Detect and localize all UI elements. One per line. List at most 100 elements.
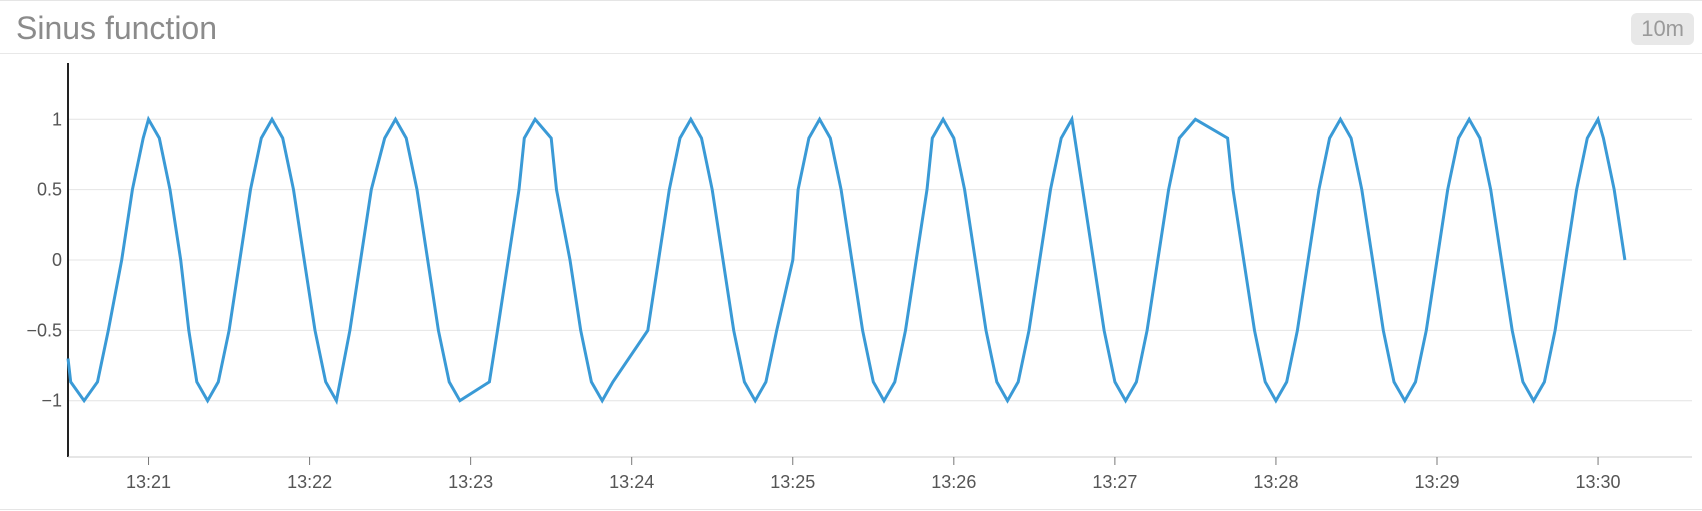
data-point bbox=[334, 398, 339, 403]
x-tick-label: 13:21 bbox=[126, 472, 171, 492]
data-point bbox=[522, 136, 527, 141]
data-point bbox=[425, 258, 430, 263]
data-point bbox=[1612, 187, 1617, 192]
data-point bbox=[517, 187, 522, 192]
data-point bbox=[205, 398, 210, 403]
data-point bbox=[119, 258, 124, 263]
y-tick-label: 1 bbox=[52, 109, 62, 129]
data-point bbox=[1477, 136, 1482, 141]
data-point bbox=[667, 187, 672, 192]
y-axis-ticks: 1 0.5 0 −0.5 −1 bbox=[26, 109, 62, 410]
series-line bbox=[66, 114, 1627, 405]
data-point bbox=[259, 136, 264, 141]
data-point bbox=[1402, 398, 1407, 403]
data-point bbox=[404, 136, 409, 141]
data-point bbox=[146, 117, 151, 122]
x-tick-label: 13:22 bbox=[287, 472, 332, 492]
axes bbox=[67, 63, 1692, 458]
data-point bbox=[1563, 258, 1568, 263]
data-point bbox=[1059, 136, 1064, 141]
data-point bbox=[280, 136, 285, 141]
data-point bbox=[1622, 258, 1627, 263]
data-point bbox=[323, 379, 328, 384]
data-point bbox=[1155, 258, 1160, 263]
x-axis-ticks: 13:21 13:22 13:23 13:24 13:25 13:26 13:27 13:28… bbox=[126, 457, 1621, 492]
data-point bbox=[1316, 187, 1321, 192]
data-point bbox=[1193, 117, 1198, 122]
data-point bbox=[721, 258, 726, 263]
data-point bbox=[678, 136, 683, 141]
data-point bbox=[270, 117, 275, 122]
data-point bbox=[1005, 398, 1010, 403]
data-point bbox=[860, 328, 865, 333]
data-point bbox=[763, 379, 768, 384]
data-point bbox=[66, 356, 71, 361]
data-point bbox=[487, 379, 492, 384]
data-point bbox=[914, 258, 919, 263]
data-point bbox=[1499, 258, 1504, 263]
data-point bbox=[495, 328, 500, 333]
x-tick-label: 13:29 bbox=[1414, 472, 1459, 492]
data-point bbox=[1016, 379, 1021, 384]
data-point bbox=[1225, 136, 1230, 141]
data-point bbox=[1574, 187, 1579, 192]
data-point bbox=[1553, 328, 1558, 333]
panel-title: Sinus function bbox=[16, 10, 218, 46]
data-point bbox=[1424, 328, 1429, 333]
data-point bbox=[347, 328, 352, 333]
time-range-badge[interactable]: 10m bbox=[1631, 13, 1694, 45]
x-tick-label: 13:27 bbox=[1092, 472, 1137, 492]
data-point bbox=[1392, 379, 1397, 384]
data-point bbox=[1080, 187, 1085, 192]
y-tick-label: 0 bbox=[52, 250, 62, 270]
data-point bbox=[1048, 187, 1053, 192]
data-point bbox=[1596, 117, 1601, 122]
data-point bbox=[1252, 328, 1257, 333]
data-point bbox=[600, 398, 605, 403]
data-point bbox=[731, 328, 736, 333]
x-tick-label: 13:30 bbox=[1576, 472, 1621, 492]
data-point bbox=[1069, 117, 1074, 122]
data-point bbox=[1359, 187, 1364, 192]
data-point bbox=[1531, 398, 1536, 403]
data-point bbox=[382, 136, 387, 141]
data-point bbox=[549, 136, 554, 141]
data-point bbox=[1338, 117, 1343, 122]
data-point bbox=[130, 187, 135, 192]
data-point bbox=[358, 258, 363, 263]
data-point bbox=[447, 379, 452, 384]
x-tick-label: 13:26 bbox=[931, 472, 976, 492]
data-point bbox=[178, 258, 183, 263]
data-point bbox=[994, 379, 999, 384]
data-point bbox=[1413, 379, 1418, 384]
data-point bbox=[533, 117, 538, 122]
data-point bbox=[1435, 258, 1440, 263]
data-point bbox=[753, 398, 758, 403]
data-point bbox=[892, 379, 897, 384]
data-point bbox=[710, 187, 715, 192]
data-point bbox=[1306, 258, 1311, 263]
data-point bbox=[1123, 398, 1128, 403]
data-point bbox=[941, 117, 946, 122]
data-point bbox=[610, 379, 615, 384]
data-point bbox=[1542, 379, 1547, 384]
x-tick-label: 13:28 bbox=[1253, 472, 1298, 492]
data-point bbox=[1037, 258, 1042, 263]
data-point bbox=[1231, 187, 1236, 192]
data-point bbox=[925, 187, 930, 192]
data-point bbox=[828, 136, 833, 141]
data-point bbox=[1456, 136, 1461, 141]
data-point bbox=[1520, 379, 1525, 384]
data-point bbox=[457, 398, 462, 403]
panel-header: Sinus function 10m bbox=[0, 1, 1702, 54]
data-point bbox=[1467, 117, 1472, 122]
data-point bbox=[194, 379, 199, 384]
data-point bbox=[415, 187, 420, 192]
data-point bbox=[1327, 136, 1332, 141]
data-point bbox=[1263, 379, 1268, 384]
data-point bbox=[141, 136, 146, 141]
data-point bbox=[774, 328, 779, 333]
data-point bbox=[157, 136, 162, 141]
